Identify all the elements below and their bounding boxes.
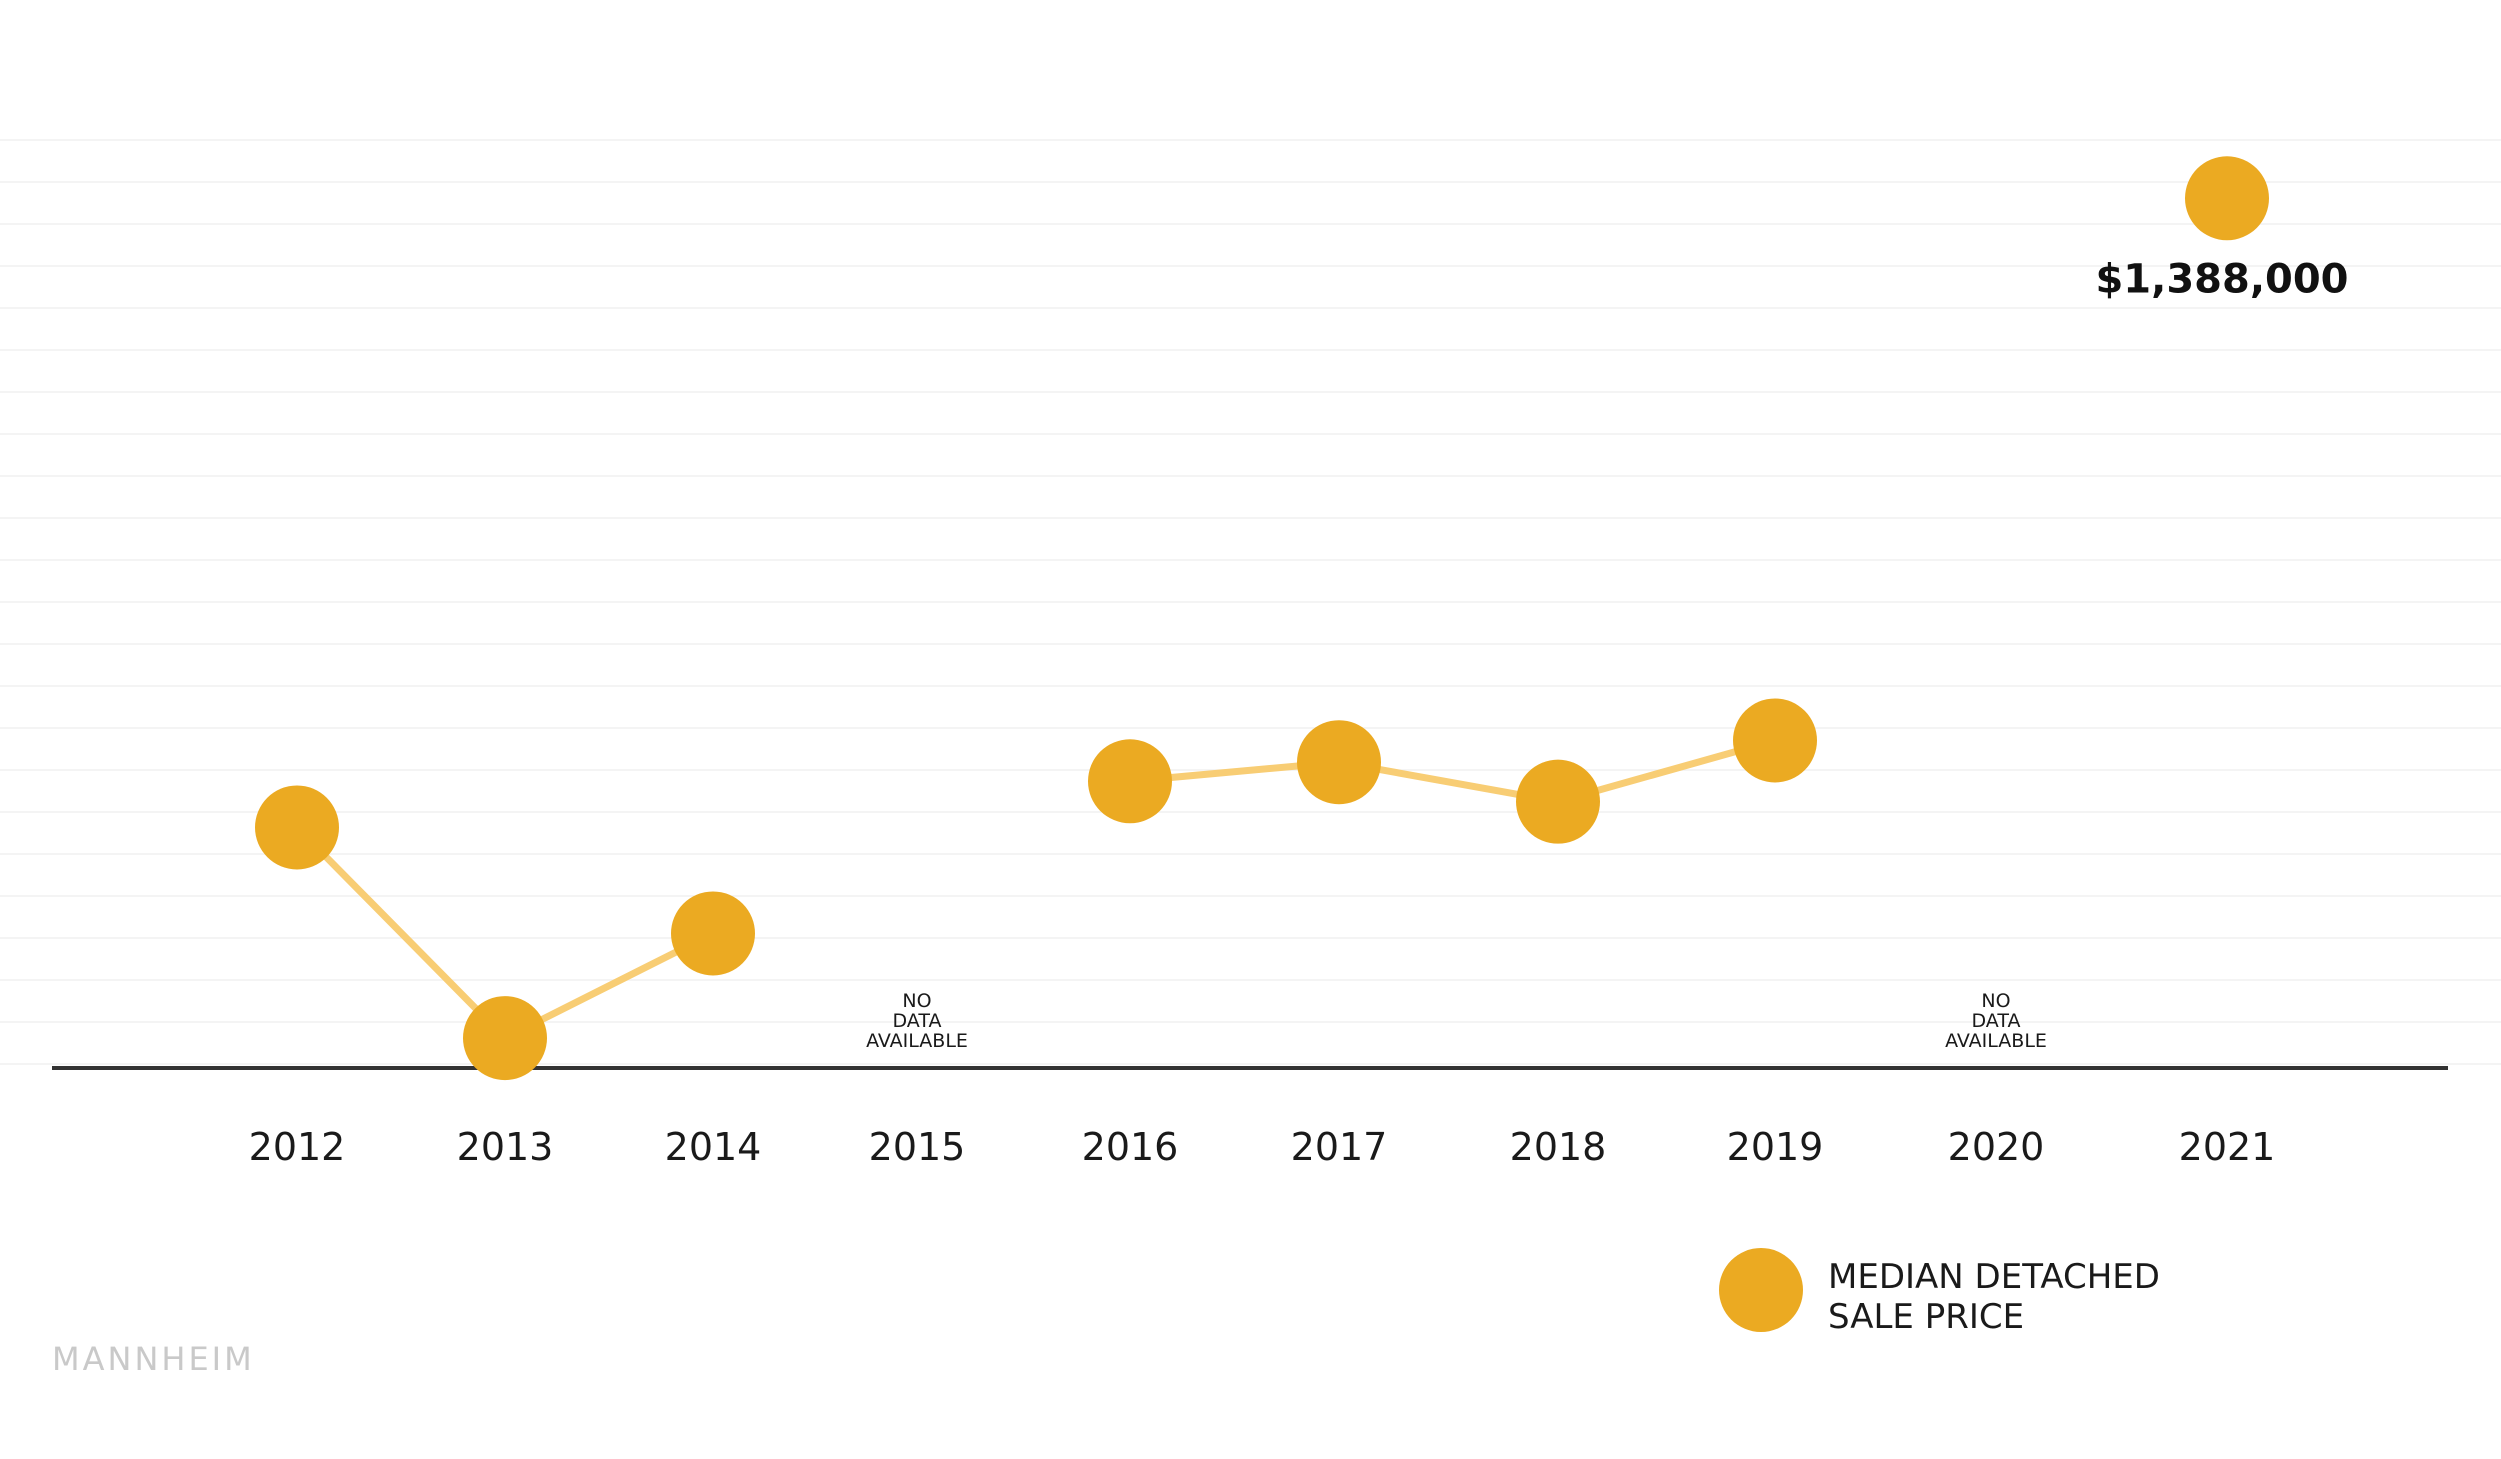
no-data-label: DATA (1972, 1010, 2021, 1032)
data-point (463, 996, 547, 1081)
x-tick-label: 2021 (2179, 1125, 2276, 1169)
watermark: MANNHEIM (52, 1340, 255, 1378)
legend-label-line-2: SALE PRICE (1828, 1297, 2024, 1337)
x-tick-label: 2012 (249, 1125, 346, 1169)
data-point (1297, 720, 1381, 805)
x-tick-label: 2017 (1291, 1125, 1388, 1169)
data-point (1516, 759, 1600, 844)
data-label: $1,388,000 (2095, 256, 2348, 302)
no-data-label: NO (902, 990, 931, 1012)
x-tick-label: 2015 (869, 1125, 966, 1169)
data-point (1733, 698, 1817, 783)
x-tick-label: 2014 (665, 1125, 762, 1169)
data-point (2185, 156, 2269, 241)
x-tick-label: 2016 (1082, 1125, 1179, 1169)
x-tick-label: 2019 (1727, 1125, 1824, 1169)
no-data-label: AVAILABLE (866, 1030, 968, 1052)
legend-marker (1719, 1248, 1803, 1332)
series-points (255, 156, 2269, 1081)
no-data-label: AVAILABLE (1945, 1030, 2047, 1052)
x-tick-label: 2018 (1510, 1125, 1607, 1169)
data-point (255, 785, 339, 870)
no-data-label: DATA (893, 1010, 942, 1032)
x-tick-label: 2020 (1948, 1125, 2045, 1169)
data-point (1088, 739, 1172, 824)
x-tick-labels: 2012 2013 2014 2015 2016 2017 2018 2019 2020 2021 (249, 1125, 2276, 1169)
no-data-label: NO (1981, 990, 2010, 1012)
gridlines (0, 139, 2501, 1065)
data-point (671, 891, 755, 976)
legend: MEDIAN DETACHED SALE PRICE (1719, 1248, 2160, 1337)
legend-label-line-1: MEDIAN DETACHED (1828, 1257, 2160, 1297)
x-tick-label: 2013 (457, 1125, 554, 1169)
series-line-segment (293, 823, 509, 1042)
